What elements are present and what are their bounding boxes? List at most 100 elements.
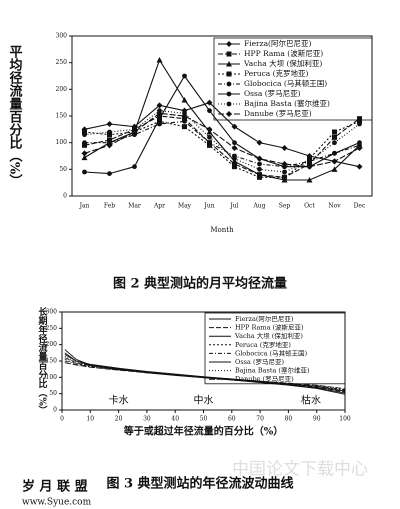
x-tick-label: 100 <box>339 416 351 423</box>
marker <box>281 145 288 151</box>
marker <box>282 169 287 175</box>
x-tick-label: 20 <box>115 416 123 423</box>
marker <box>307 158 312 164</box>
marker <box>207 108 212 114</box>
legend-label: Vacha 大坝 (保加利亚) <box>243 58 322 68</box>
legend-label: Vacha 大坝 (保加利亚) <box>234 331 303 340</box>
legend-box <box>204 312 346 385</box>
marker <box>356 145 363 151</box>
legend-label: Ossa (罗马尼亚) <box>244 89 301 98</box>
marker <box>181 97 188 103</box>
marker <box>357 140 362 146</box>
legend-marker <box>226 41 232 47</box>
legend-label: Danube (罗马尼亚) <box>235 375 294 383</box>
marker <box>82 140 87 146</box>
series-line <box>64 355 346 392</box>
annotation: 卡水 <box>109 394 129 407</box>
x-tick-label: 60 <box>228 416 236 423</box>
y-tick-label: 200 <box>46 341 58 348</box>
marker <box>206 126 213 133</box>
legend-label: HPP Rama (波斯尼亚) <box>235 323 304 332</box>
marker <box>82 142 87 148</box>
legend-label: Peruca (克罗地亚) <box>235 340 291 349</box>
y-tick-label: 300 <box>56 33 68 40</box>
y-tick-label: 150 <box>46 358 58 365</box>
legend-marker <box>226 111 232 117</box>
legend-label: Fierza(阿尔巴尼亚) <box>244 38 311 48</box>
legend-label: Fierza(阿尔巴尼亚) <box>235 314 294 323</box>
y-tick-label: 50 <box>59 166 67 173</box>
marker <box>356 163 363 170</box>
x-axis-label: Month <box>210 226 234 234</box>
marker <box>231 158 238 164</box>
series-line <box>84 120 360 168</box>
y-tick-label: 0 <box>63 193 67 200</box>
legend-marker <box>226 71 232 77</box>
legend-marker <box>226 61 232 67</box>
annotation: 中水 <box>194 394 214 407</box>
series-line <box>84 102 360 168</box>
marker <box>157 116 162 122</box>
marker <box>157 121 162 127</box>
x-tick-label: Sep <box>279 203 291 210</box>
legend-marker <box>226 101 232 107</box>
x-tick-label: Aug <box>252 203 265 210</box>
marker <box>306 163 313 170</box>
x-tick-label: 70 <box>256 416 264 423</box>
marker <box>207 140 212 146</box>
legend-label: HPP Rama (波斯尼亚) <box>244 48 323 58</box>
annotation: 枯水 <box>301 394 321 407</box>
x-tick-label: 30 <box>143 416 151 423</box>
x-tick-label: Apr <box>153 203 165 210</box>
legend-marker <box>226 91 232 97</box>
marker <box>257 174 262 180</box>
marker <box>357 116 362 122</box>
x-tick-label: Jul <box>229 203 238 210</box>
marker <box>232 161 237 167</box>
marker <box>257 166 262 172</box>
x-axis-label: 等于或超过年径流量的百分比（%） <box>124 425 284 438</box>
marker <box>357 118 362 124</box>
marker <box>232 156 237 162</box>
legend-label: Peruca (克罗地亚) <box>244 68 309 78</box>
marker <box>182 118 187 124</box>
legend-label: Globocica (马其顿王国) <box>235 348 308 357</box>
marker <box>106 121 113 127</box>
marker <box>307 156 312 162</box>
marker <box>156 102 163 109</box>
marker <box>157 118 162 124</box>
y-tick-label: 0 <box>53 407 57 414</box>
marker <box>107 129 112 135</box>
marker <box>107 132 112 138</box>
marker <box>281 161 288 167</box>
marker <box>156 110 163 117</box>
watermark: 中国论文下载中心 <box>232 460 368 480</box>
x-tick-label: 40 <box>171 416 179 423</box>
legend-marker <box>226 51 232 57</box>
marker <box>131 123 138 130</box>
x-tick-label: Jan <box>79 203 90 210</box>
legend-label: Ossa (罗马尼亚) <box>235 358 284 366</box>
x-tick-label: 50 <box>200 416 208 423</box>
y-tick-label: 250 <box>56 59 68 66</box>
series-line <box>84 74 360 175</box>
legend-marker <box>226 81 232 87</box>
series-line <box>84 112 360 168</box>
y-tick-label: 300 <box>46 309 58 316</box>
marker <box>82 132 87 138</box>
marker <box>257 161 262 167</box>
marker <box>332 129 337 135</box>
legend-label: Danube (罗马尼亚) <box>244 109 312 118</box>
marker <box>332 150 337 156</box>
marker <box>81 154 88 161</box>
marker <box>107 171 112 177</box>
marker <box>331 158 338 165</box>
watermark: www.Syue.com <box>22 498 92 508</box>
x-tick-label: Nov <box>328 203 341 210</box>
marker <box>357 121 362 127</box>
caption: 图 3 典型测站的年径流波动曲线 <box>106 476 293 492</box>
x-tick-label: Feb <box>104 203 115 210</box>
marker <box>81 150 88 157</box>
marker <box>131 129 138 135</box>
